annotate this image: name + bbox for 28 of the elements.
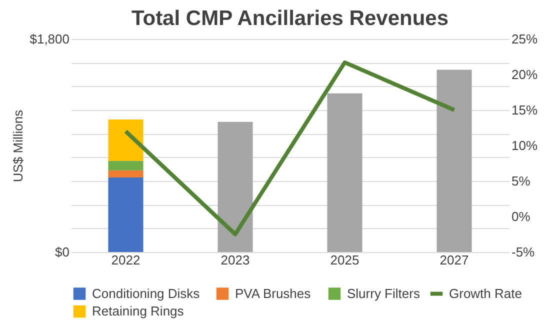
bar <box>108 160 144 170</box>
legend-label: Slurry Filters <box>347 286 420 301</box>
legend-label: Growth Rate <box>449 286 522 301</box>
y2-tick-label: 0% <box>512 209 531 224</box>
x-tick-label: 2025 <box>330 252 360 268</box>
x-tick-label: 2023 <box>220 252 250 268</box>
legend-label: Retaining Rings <box>92 304 184 318</box>
bar <box>218 122 253 252</box>
bar <box>436 70 472 252</box>
y2-tick-label: 5% <box>512 174 531 188</box>
x-tick-label: 2027 <box>440 252 469 268</box>
y-tick-label: $0 <box>55 244 70 260</box>
bar <box>108 170 144 178</box>
line-series <box>124 60 456 236</box>
x-tick-label: 2022 <box>111 252 140 268</box>
y2-tick-label: 25% <box>512 32 538 46</box>
legend-label: PVA Brushes <box>235 286 312 301</box>
bar <box>108 119 144 161</box>
y2-tick-label: 10% <box>512 138 538 153</box>
chart-title: Total CMP Ancillaries Revenues <box>131 7 449 30</box>
legend-label: Conditioning Disks <box>92 286 200 301</box>
y2-tick-label: -5% <box>512 244 536 260</box>
y2-tick-label: 20% <box>512 67 538 82</box>
y-axis-title: US$ Millions <box>10 109 26 182</box>
y2-tick-label: 15% <box>512 102 538 118</box>
bar <box>327 93 362 252</box>
bar <box>108 177 144 252</box>
y-tick-label: $1,800 <box>30 32 70 46</box>
